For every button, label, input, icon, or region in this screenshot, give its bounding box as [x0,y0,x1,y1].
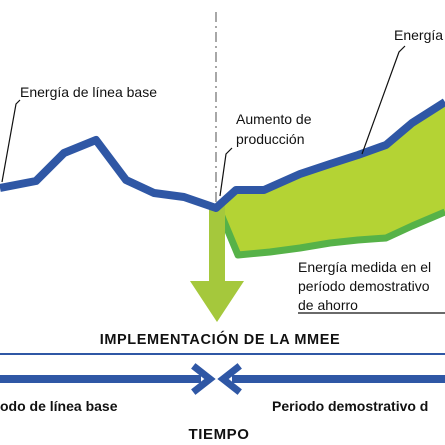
savings-area [218,102,445,255]
measured-energy-label-line1: Energía medida en el [298,259,431,275]
time-axis-label: TIEMPO [188,426,249,443]
measured-energy-label-line2: período demostrativo [298,278,430,294]
measured-energy-line [214,205,445,259]
adjusted-energy-label: Energía [394,27,443,43]
implementation-arrow [190,205,244,322]
production-increase-label-line2: producción [236,131,305,147]
production-label-leader [219,147,233,197]
demonstration-period-arrowhead [217,363,242,395]
demonstration-period-label: Periodo demostrativo d [272,398,428,414]
measured-energy-label-line3: de ahorro [298,297,358,313]
baseline-period-label: odo de línea base [0,398,118,414]
baseline-label-leader [1,99,21,183]
baseline-energy-label: Energía de línea base [20,84,157,100]
adjusted-label-leader [361,45,406,155]
baseline-energy-line [0,98,445,212]
production-increase-label-line1: Aumento de [236,111,312,127]
implementation-label: IMPLEMENTACIÓN DE LA MMEE [100,330,341,348]
baseline-period-arrowhead [191,363,216,395]
